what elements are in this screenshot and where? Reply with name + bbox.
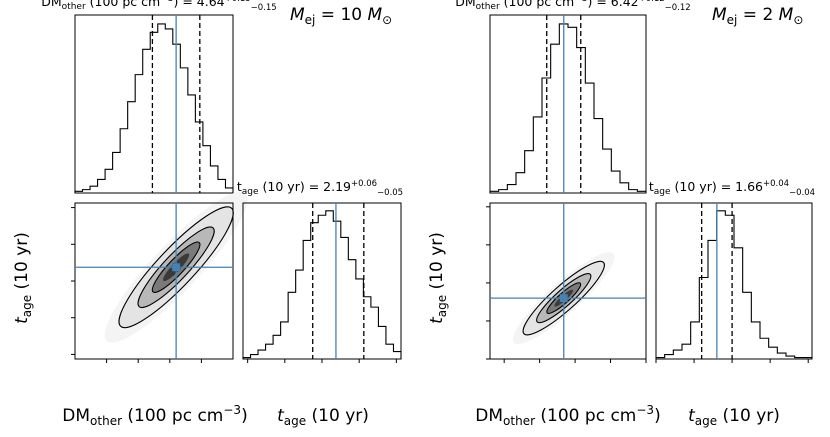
title-minus: −0.05 [377, 188, 403, 198]
title-plus: +0.04 [763, 179, 789, 189]
axis-label-main: t [427, 316, 447, 324]
panel-frame [489, 202, 647, 360]
mass-label: Mej = 2 M⊙ [712, 5, 803, 27]
title-label: t [649, 179, 654, 194]
title-label-sub: age [654, 187, 671, 197]
title-value: 4.64 [197, 0, 225, 9]
histogram-panel-dm-0 [74, 14, 234, 194]
title-label-sup: −3 [160, 0, 173, 4]
axis-label-sub: other [90, 414, 122, 428]
title-label-post: (10 yr) [259, 179, 305, 194]
mass-unit: M [779, 5, 794, 25]
panel-frame [489, 14, 647, 194]
axis-label-end: ) [654, 406, 661, 426]
axis-label-post: (10 yr) [306, 406, 369, 426]
axis-label-main: DM [62, 406, 90, 426]
axis-label-main: t [277, 406, 285, 426]
axis-label-sub: age [284, 414, 306, 428]
mass-sub: ej [727, 13, 738, 27]
title-plus: +0.15 [225, 0, 251, 4]
contour-panel-0 [74, 191, 248, 360]
mass-symbol: M [290, 5, 305, 25]
axis-label-t_age: tage (10 yr) [688, 406, 780, 428]
title-label-post: (100 pc cm [86, 0, 161, 9]
title-value: 2.19 [323, 179, 351, 194]
truth-marker [559, 294, 568, 303]
title-minus: −0.12 [665, 3, 691, 13]
title-label: t [237, 179, 242, 194]
axis-label-post: (10 yr) [427, 232, 447, 295]
mass-label: Mej = 10 M⊙ [290, 5, 392, 27]
mass-value: = 2 [737, 5, 778, 25]
truth-marker [172, 263, 181, 272]
panel-title-t_age: tage (10 yr) = 1.66+0.04−0.04 [649, 179, 815, 198]
title-label-end: ) [587, 0, 592, 9]
title-value: 1.66 [735, 179, 763, 194]
axis-label-DM_other: DMother (100 pc cm−3) [475, 403, 660, 428]
histogram-panel-tage-1 [655, 202, 813, 360]
title-value: 6.42 [611, 0, 639, 9]
axis-label-t_age: tage (10 yr) [12, 232, 34, 324]
title-label: DM [455, 0, 475, 9]
title-eq: = [305, 179, 323, 194]
panel-title-DM_other: DMother (100 pc cm−3) = 4.64+0.15−0.15 [41, 0, 276, 13]
title-label-sub: age [242, 187, 259, 197]
histogram-steps [74, 23, 234, 193]
axis-label-main: t [688, 406, 696, 426]
mass-symbol: M [712, 5, 727, 25]
mass-unit-sub: ⊙ [793, 13, 803, 27]
axis-label-post: (10 yr) [717, 406, 780, 426]
axis-label-end: ) [241, 406, 248, 426]
axis-label-DM_other: DMother (100 pc cm−3) [62, 403, 247, 428]
axis-label-sub: age [695, 414, 717, 428]
title-plus: +0.12 [639, 0, 665, 4]
axis-label-main: t [12, 316, 32, 324]
panel-frame [242, 202, 402, 360]
title-label-sub: other [62, 2, 86, 12]
axis-label-post: (100 pc cm [122, 406, 223, 426]
axis-label-sub: age [435, 295, 449, 317]
histogram-steps [655, 210, 813, 359]
axis-label-t_age: tage (10 yr) [427, 232, 449, 324]
panel-frame [655, 202, 813, 360]
title-label-sup: −3 [574, 0, 587, 4]
title-eq: = [717, 179, 735, 194]
title-label: DM [41, 0, 61, 9]
mass-unit: M [367, 5, 382, 25]
axis-label-t_age: tage (10 yr) [277, 406, 369, 428]
panel-title-t_age: tage (10 yr) = 2.19+0.06−0.05 [237, 179, 403, 198]
axis-label-sub: age [20, 295, 34, 317]
mass-value: = 10 [315, 5, 367, 25]
title-label-post: (10 yr) [671, 179, 717, 194]
axis-label-post: (10 yr) [12, 232, 32, 295]
contour-panel-1 [489, 202, 647, 360]
axis-label-post: (100 pc cm [535, 406, 636, 426]
histogram-panel-tage-0 [242, 202, 402, 360]
title-minus: −0.15 [251, 3, 277, 13]
histogram-panel-dm-1 [489, 14, 647, 194]
axis-label-sup: −3 [223, 403, 241, 417]
title-minus: −0.04 [789, 188, 815, 198]
title-eq: = [178, 0, 196, 9]
mass-sub: ej [305, 13, 316, 27]
title-label-post: (100 pc cm [500, 0, 575, 9]
histogram-steps [489, 23, 647, 193]
axis-label-sup: −3 [636, 403, 654, 417]
panel-title-DM_other: DMother (100 pc cm−3) = 6.42+0.12−0.12 [455, 0, 690, 13]
panel-frame [74, 14, 234, 194]
axis-label-main: DM [475, 406, 503, 426]
title-label-end: ) [173, 0, 178, 9]
title-eq: = [592, 0, 610, 9]
histogram-steps [242, 210, 402, 359]
title-plus: +0.06 [351, 179, 377, 189]
mass-unit-sub: ⊙ [382, 13, 392, 27]
title-label-sub: other [476, 2, 500, 12]
axis-label-sub: other [503, 414, 535, 428]
